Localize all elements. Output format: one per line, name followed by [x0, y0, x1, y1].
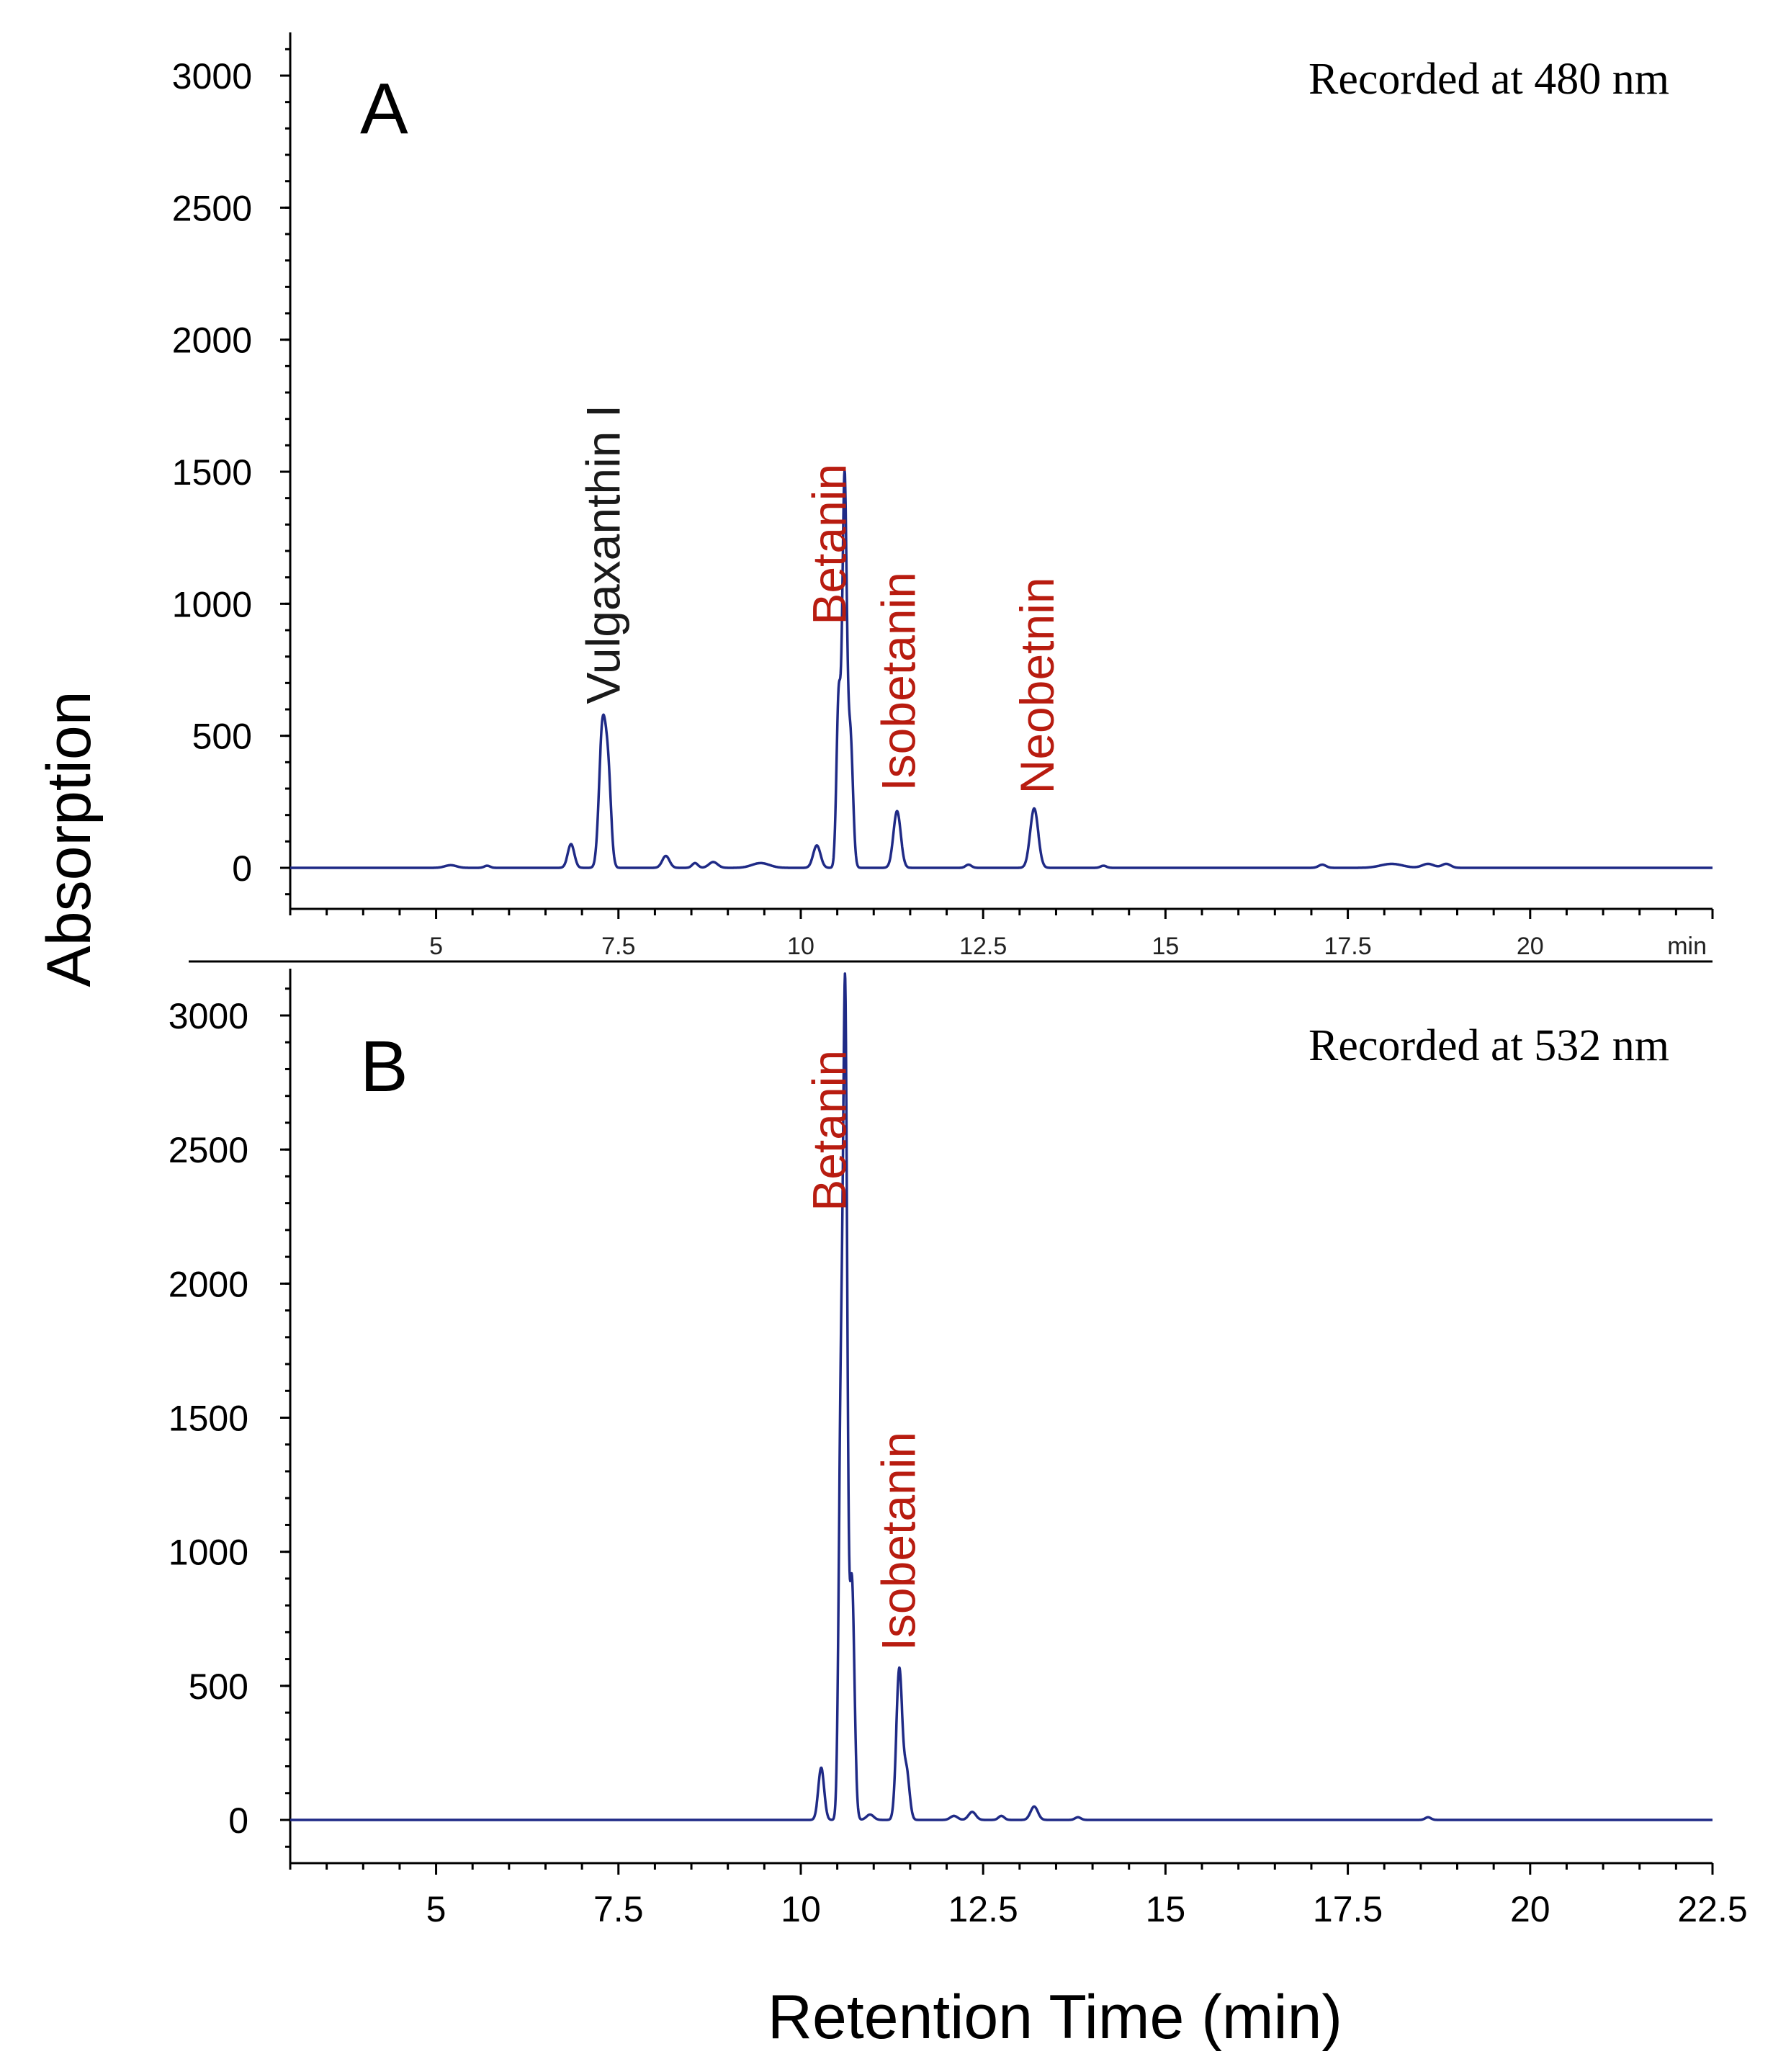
peak-label-isobetanin: Isobetanin: [872, 1432, 925, 1651]
panel-b-ytick-label: 0: [228, 1800, 248, 1841]
panel-a-trace: [289, 469, 1714, 869]
panel-a-xtick-label: 5: [429, 933, 443, 960]
panel-b-letter: B: [360, 1026, 408, 1107]
peak-label-neobetnin: Neobetnin: [1010, 577, 1064, 794]
panel-b-xtick-label: 17.5: [1313, 1889, 1383, 1929]
panel-b-ytick-label: 500: [189, 1667, 248, 1707]
y-axis-title: Absorption: [35, 691, 104, 987]
peak-label-vulgaxanthin-i: Vulgaxanthin I: [577, 405, 630, 704]
panel-b-wavelength-note: Recorded at 532 nm: [1309, 1021, 1669, 1070]
panel-b-ytick-label: 1000: [169, 1533, 248, 1573]
panel-b-xtick-label: 15: [1146, 1889, 1186, 1929]
panel-a-xtick-label: 15: [1152, 933, 1179, 960]
panel-a: 3000 2500 2000 1500 1000 500 0 5 7.5 10 12.5 15 17.…: [172, 32, 1714, 960]
panel-b-ytick-label: 2500: [169, 1130, 248, 1170]
panel-a-xtick-label: 17.5: [1324, 933, 1371, 960]
panel-b-ytick-label: 3000: [169, 996, 248, 1036]
panel-a-wavelength-note: Recorded at 480 nm: [1309, 55, 1669, 104]
panel-b-xtick-label: 7.5: [593, 1889, 644, 1929]
panel-a-ytick-label: 1500: [172, 452, 252, 493]
peak-label-betanin: Betanin: [802, 464, 856, 625]
panel-a-ytick-label: 500: [192, 717, 252, 757]
panel-b-trace: [289, 972, 1714, 1821]
panel-a-xtick-label: 20: [1517, 933, 1544, 960]
panel-b-ytick-label: 1500: [169, 1399, 248, 1439]
panel-a-ytick-label: 1000: [172, 584, 252, 624]
x-axis-title: Retention Time (min): [768, 1983, 1342, 2052]
panel-a-ytick-label: 2500: [172, 188, 252, 228]
panel-b-xtick-label: 20: [1510, 1889, 1550, 1929]
panel-a-xtick-label: 10: [787, 933, 814, 960]
panel-b-xtick-label: 5: [426, 1889, 446, 1929]
panel-a-ytick-label: 0: [232, 848, 252, 889]
peak-label-betanin: Betanin: [802, 1050, 856, 1211]
panel-b-xtick-label: 12.5: [948, 1889, 1018, 1929]
panel-a-letter: A: [360, 68, 408, 149]
panel-a-xtick-label: 12.5: [959, 933, 1007, 960]
panel-b: 3000 2500 2000 1500 1000 500 0 5 7.5 10 12.5 15 17.…: [169, 969, 1748, 1929]
panel-b-ytick-label: 2000: [169, 1264, 248, 1304]
panel-b-xtick-label: 10: [781, 1889, 821, 1929]
panel-a-xtick-label: 7.5: [601, 933, 635, 960]
panel-a-ytick-label: 2000: [172, 320, 252, 361]
panel-b-xtick-label: 22.5: [1677, 1889, 1747, 1929]
panel-a-x-unit-label: min: [1667, 933, 1707, 960]
panel-a-ytick-label: 3000: [172, 56, 252, 97]
peak-label-isobetanin: Isobetanin: [872, 572, 925, 791]
